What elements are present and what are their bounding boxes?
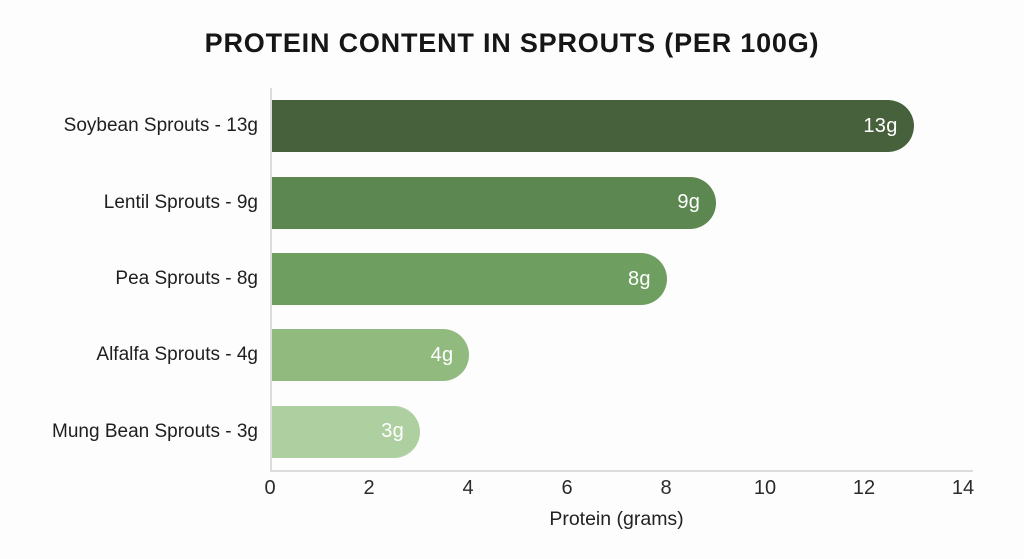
bar-row: 13g (272, 88, 963, 164)
bar: 3g (272, 405, 421, 458)
bar-row: 4g (272, 317, 963, 393)
plot-area: 13g 9g 8g 4g 3g (272, 88, 963, 470)
bar-value-label: 9g (677, 191, 701, 214)
category-label: Lentil Sprouts - 9g (103, 191, 258, 213)
x-tick-label: 6 (561, 477, 573, 499)
category-label: Alfalfa Sprouts - 4g (96, 344, 258, 366)
category-label: Soybean Sprouts - 13g (63, 115, 258, 137)
x-tick-label: 14 (951, 477, 975, 499)
bar-value-label: 13g (863, 114, 898, 137)
bar-value-label: 4g (430, 343, 454, 366)
chart-title: PROTEIN CONTENT IN SPROUTS (PER 100G) (204, 28, 820, 58)
category-axis: Soybean Sprouts - 13g Lentil Sprouts - 9g… (0, 88, 258, 470)
y-axis-line (270, 88, 272, 470)
bar: 8g (272, 253, 667, 306)
x-tick-label: 8 (660, 477, 672, 499)
category-label: Pea Sprouts - 8g (115, 268, 258, 290)
x-axis-ticks: 0 2 4 6 8 10 12 14 (264, 477, 974, 501)
bar-row: 3g (272, 394, 963, 470)
bar-value-label: 8g (627, 267, 651, 290)
x-tick-label: 10 (753, 477, 777, 499)
bar: 9g (272, 176, 717, 229)
category-label: Mung Bean Sprouts - 3g (52, 420, 258, 442)
x-tick-label: 4 (462, 477, 474, 499)
x-tick-label: 0 (264, 477, 276, 499)
bar: 4g (272, 329, 470, 382)
x-tick-label: 2 (363, 477, 375, 499)
x-tick-label: 12 (852, 477, 876, 499)
x-axis-line (270, 470, 973, 472)
x-axis-label: Protein (grams) (549, 508, 684, 530)
bar-row: 9g (272, 164, 963, 240)
bar-row: 8g (272, 241, 963, 317)
bar-value-label: 3g (381, 420, 405, 443)
bar: 13g (272, 100, 914, 153)
